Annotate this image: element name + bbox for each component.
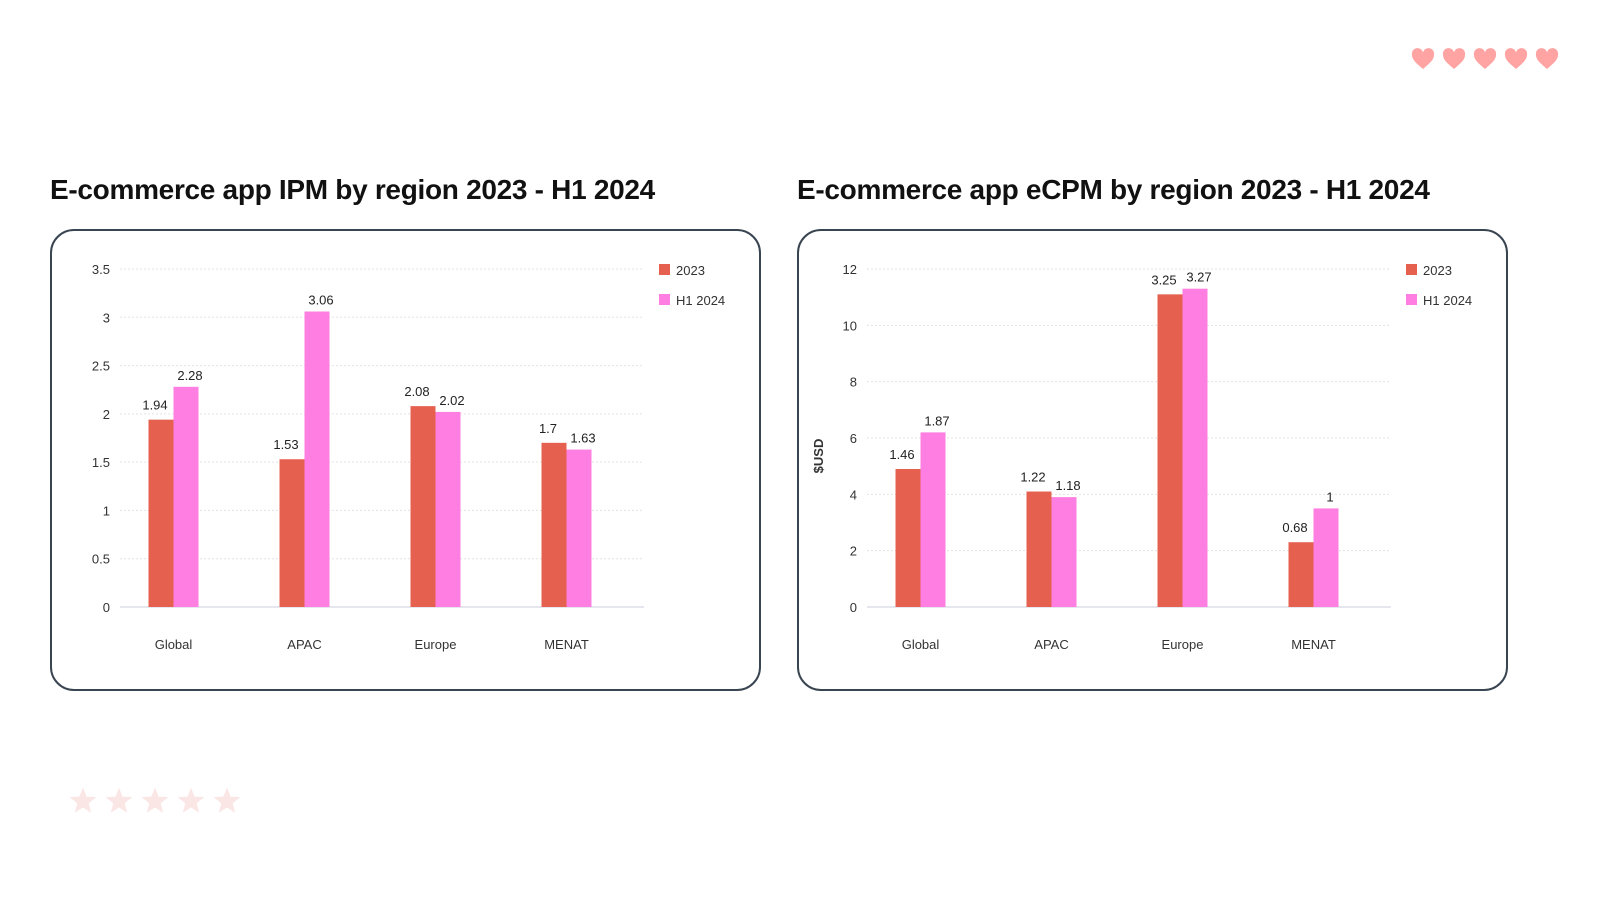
ecpm-chart-panel: 0 2 4 6 8 10 12 $USD 1.46 1.87 Global 1.22 1.18 APAC 3… [797,229,1508,691]
bar-data-label: 1.7 [539,421,557,436]
ipm-bar-chart: 0 0.5 1 1.5 2 2.5 3 3.5 1.94 2.28 Global 1.53 3.06 AP… [92,262,725,652]
bar-h1-2024-apac [304,311,330,607]
bar-h1-2024-europe [1182,288,1208,607]
bar-data-label: 1.63 [570,431,595,446]
y-tick-label: 0 [103,600,110,615]
bar-h1-2024-global [920,432,946,607]
star-icon [141,787,169,813]
x-category-label: Europe [415,637,457,652]
y-tick-label: 2 [103,407,110,422]
star-icon [69,787,97,813]
bar-2023-europe [410,406,436,607]
bar-data-label: 3.25 [1151,272,1176,287]
bar-2023-menat [541,442,567,607]
y-tick-label: 1.5 [92,455,110,470]
heart-icon [1473,48,1497,69]
bar-data-label: 1.53 [273,437,298,452]
heart-icon [1442,48,1466,69]
legend-label: 2023 [1423,263,1452,278]
x-category-label: MENAT [1291,637,1336,652]
heart-icon [1535,48,1559,69]
bar-data-label: 2.08 [404,384,429,399]
y-axis-title: $USD [811,439,826,474]
bar-2023-apac [1026,491,1052,607]
bar-2023-menat [1288,542,1314,607]
y-tick-label: 1 [103,503,110,518]
legend-label: H1 2024 [676,293,725,308]
bar-data-label: 2.28 [177,368,202,383]
star-icon [105,787,133,813]
y-tick-label: 4 [850,487,857,502]
bar-2023-apac [279,459,305,607]
bar-h1-2024-menat [1313,508,1339,607]
legend-swatch [1406,294,1417,305]
y-tick-label: 3.5 [92,262,110,277]
bar-data-label: 1.18 [1055,478,1080,493]
y-tick-label: 8 [850,375,857,390]
y-tick-label: 2 [850,544,857,559]
bar-data-label: 0.68 [1282,520,1307,535]
bar-2023-global [895,468,921,607]
legend-swatch [659,264,670,275]
bar-data-label: 3.27 [1186,270,1211,285]
x-category-label: Europe [1162,637,1204,652]
legend-label: H1 2024 [1423,293,1472,308]
bar-data-label: 1.46 [889,447,914,462]
bar-data-label: 1.87 [924,413,949,428]
bar-data-label: 1.94 [142,398,167,413]
y-tick-label: 2.5 [92,359,110,374]
bar-data-label: 2.02 [439,393,464,408]
legend-swatch [1406,264,1417,275]
y-tick-label: 3 [103,310,110,325]
bar-data-label: 1 [1326,489,1333,504]
stars-rating [68,786,242,816]
star-icon [177,787,205,813]
hearts-rating [1410,48,1560,70]
bar-h1-2024-global [173,386,199,607]
bar-h1-2024-apac [1051,497,1077,607]
bar-h1-2024-europe [435,411,461,607]
ipm-chart-panel: 0 0.5 1 1.5 2 2.5 3 3.5 1.94 2.28 Global 1.53 3.06 AP… [50,229,761,691]
bar-data-label: 3.06 [308,292,333,307]
y-tick-label: 10 [843,318,857,333]
y-tick-label: 0 [850,600,857,615]
y-tick-label: 0.5 [92,552,110,567]
heart-icon [1411,48,1435,69]
x-category-label: MENAT [544,637,589,652]
bar-h1-2024-menat [566,449,592,607]
legend-swatch [659,294,670,305]
ipm-chart-title: E-commerce app IPM by region 2023 - H1 2… [50,174,655,205]
x-category-label: APAC [1034,637,1068,652]
legend-label: 2023 [676,263,705,278]
bar-2023-global [148,419,174,607]
star-icon [213,787,241,813]
bar-2023-europe [1157,294,1183,607]
x-category-label: Global [902,637,940,652]
ecpm-chart-title: E-commerce app eCPM by region 2023 - H1 … [797,174,1430,205]
y-tick-label: 6 [850,431,857,446]
y-tick-label: 12 [843,262,857,277]
x-category-label: APAC [287,637,321,652]
heart-icon [1504,48,1528,69]
bar-data-label: 1.22 [1020,470,1045,485]
ecpm-bar-chart: 0 2 4 6 8 10 12 $USD 1.46 1.87 Global 1.22 1.18 APAC 3… [811,262,1472,652]
x-category-label: Global [155,637,193,652]
